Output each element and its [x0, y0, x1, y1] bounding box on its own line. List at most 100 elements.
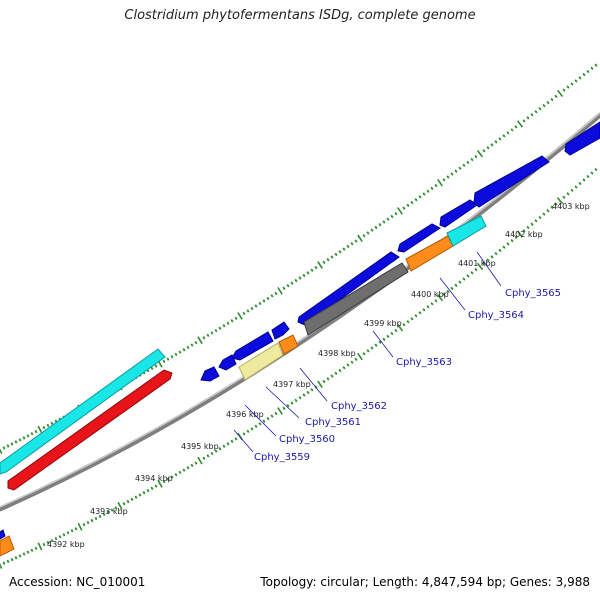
gene-label[interactable]: Cphy_3563 [396, 357, 452, 368]
feature-gene-blue[interactable] [271, 321, 290, 340]
minor-tick [22, 436, 26, 440]
minor-tick [50, 421, 54, 426]
feature-gene-blue[interactable] [0, 529, 6, 540]
minor-tick [382, 220, 386, 224]
minor-tick [234, 437, 238, 441]
feature-gene-cyan[interactable] [446, 215, 487, 247]
minor-tick [570, 82, 574, 86]
feature-gene-blue[interactable] [439, 199, 478, 228]
minor-tick [510, 239, 514, 243]
minor-tick [6, 559, 10, 564]
minor-tick [194, 340, 198, 345]
minor-tick [178, 470, 182, 475]
minor-tick [266, 296, 270, 301]
minor-tick [302, 273, 306, 278]
minor-tick [462, 163, 466, 168]
minor-tick [402, 323, 406, 327]
minor-tick [434, 299, 438, 303]
minor-tick [250, 306, 254, 311]
minor-tick [6, 444, 10, 448]
major-tick [556, 197, 564, 205]
minor-tick [214, 328, 218, 333]
minor-tick [534, 110, 538, 114]
major-tick [157, 479, 163, 488]
minor-tick [486, 146, 490, 150]
major-tick [436, 294, 444, 302]
minor-tick [282, 286, 286, 290]
minor-tick [522, 119, 526, 123]
scale-label: 4396 kbp [226, 410, 264, 419]
minor-tick [594, 63, 598, 67]
minor-tick [410, 317, 414, 321]
major-tick [117, 501, 123, 510]
feature-gene-blue[interactable] [218, 354, 237, 371]
minor-tick [46, 423, 50, 428]
gene-label[interactable]: Cphy_3560 [279, 434, 335, 445]
feature-gene-cyan[interactable] [0, 348, 166, 475]
major-tick [37, 425, 43, 434]
major-tick [516, 230, 524, 238]
minor-tick [54, 537, 58, 541]
minor-tick [106, 510, 110, 514]
major-tick [437, 178, 443, 187]
minor-tick [286, 403, 290, 408]
minor-tick [230, 319, 234, 323]
gene-label[interactable]: Cphy_3564 [468, 310, 524, 321]
minor-tick [362, 352, 366, 356]
minor-tick [102, 512, 106, 517]
minor-tick [130, 497, 134, 502]
minor-tick [590, 171, 594, 175]
feature-gene-blue[interactable] [564, 121, 600, 156]
map-title: Clostridium phytofermentans ISDg, comple… [124, 8, 476, 23]
minor-tick [430, 302, 434, 306]
gene-label[interactable]: Cphy_3559 [254, 452, 310, 463]
minor-tick [246, 309, 250, 313]
minor-tick [350, 360, 354, 364]
minor-tick [354, 357, 358, 362]
minor-tick [502, 245, 506, 249]
gene-label[interactable]: Cphy_3565 [505, 288, 561, 299]
scale-label: 4393 kbp [90, 507, 128, 516]
minor-tick [542, 212, 546, 216]
minor-tick [274, 411, 278, 416]
minor-tick [174, 473, 178, 477]
feature-gene-orange[interactable] [0, 535, 15, 557]
minor-tick [34, 430, 38, 434]
feature-gene-orange[interactable] [278, 334, 299, 355]
minor-tick [354, 239, 358, 243]
minor-tick [242, 432, 246, 436]
minor-tick [190, 343, 194, 347]
minor-tick [10, 442, 14, 446]
major-tick [556, 89, 564, 97]
minor-tick [342, 247, 346, 251]
minor-tick [450, 286, 454, 291]
feature-gene-khaki[interactable] [238, 342, 284, 381]
minor-tick [170, 355, 174, 359]
feature-gene-blue[interactable] [200, 366, 220, 382]
inner-strand-features [0, 215, 487, 557]
minor-tick [310, 268, 314, 272]
minor-tick [86, 521, 90, 525]
feature-gene-blue[interactable] [231, 331, 274, 361]
minor-tick [510, 128, 514, 132]
minor-tick [134, 495, 138, 499]
major-tick [357, 352, 363, 361]
minor-tick [450, 172, 454, 176]
feature-gene-blue[interactable] [397, 223, 441, 253]
minor-tick [474, 267, 478, 272]
feature-gene-blue[interactable] [297, 251, 400, 326]
feature-gene-gray[interactable] [303, 262, 409, 336]
minor-tick [66, 531, 70, 535]
feature-gene-red[interactable] [7, 369, 173, 491]
minor-tick [446, 289, 450, 294]
minor-tick [34, 546, 38, 550]
gene-label[interactable]: Cphy_3562 [331, 401, 387, 412]
feature-gene-blue[interactable] [473, 155, 550, 208]
minor-tick [250, 427, 254, 431]
minor-tick [286, 284, 290, 288]
major-tick [197, 456, 203, 465]
minor-tick [418, 195, 422, 199]
gene-label[interactable]: Cphy_3561 [305, 417, 361, 428]
minor-tick [10, 557, 14, 562]
minor-tick [206, 333, 210, 338]
